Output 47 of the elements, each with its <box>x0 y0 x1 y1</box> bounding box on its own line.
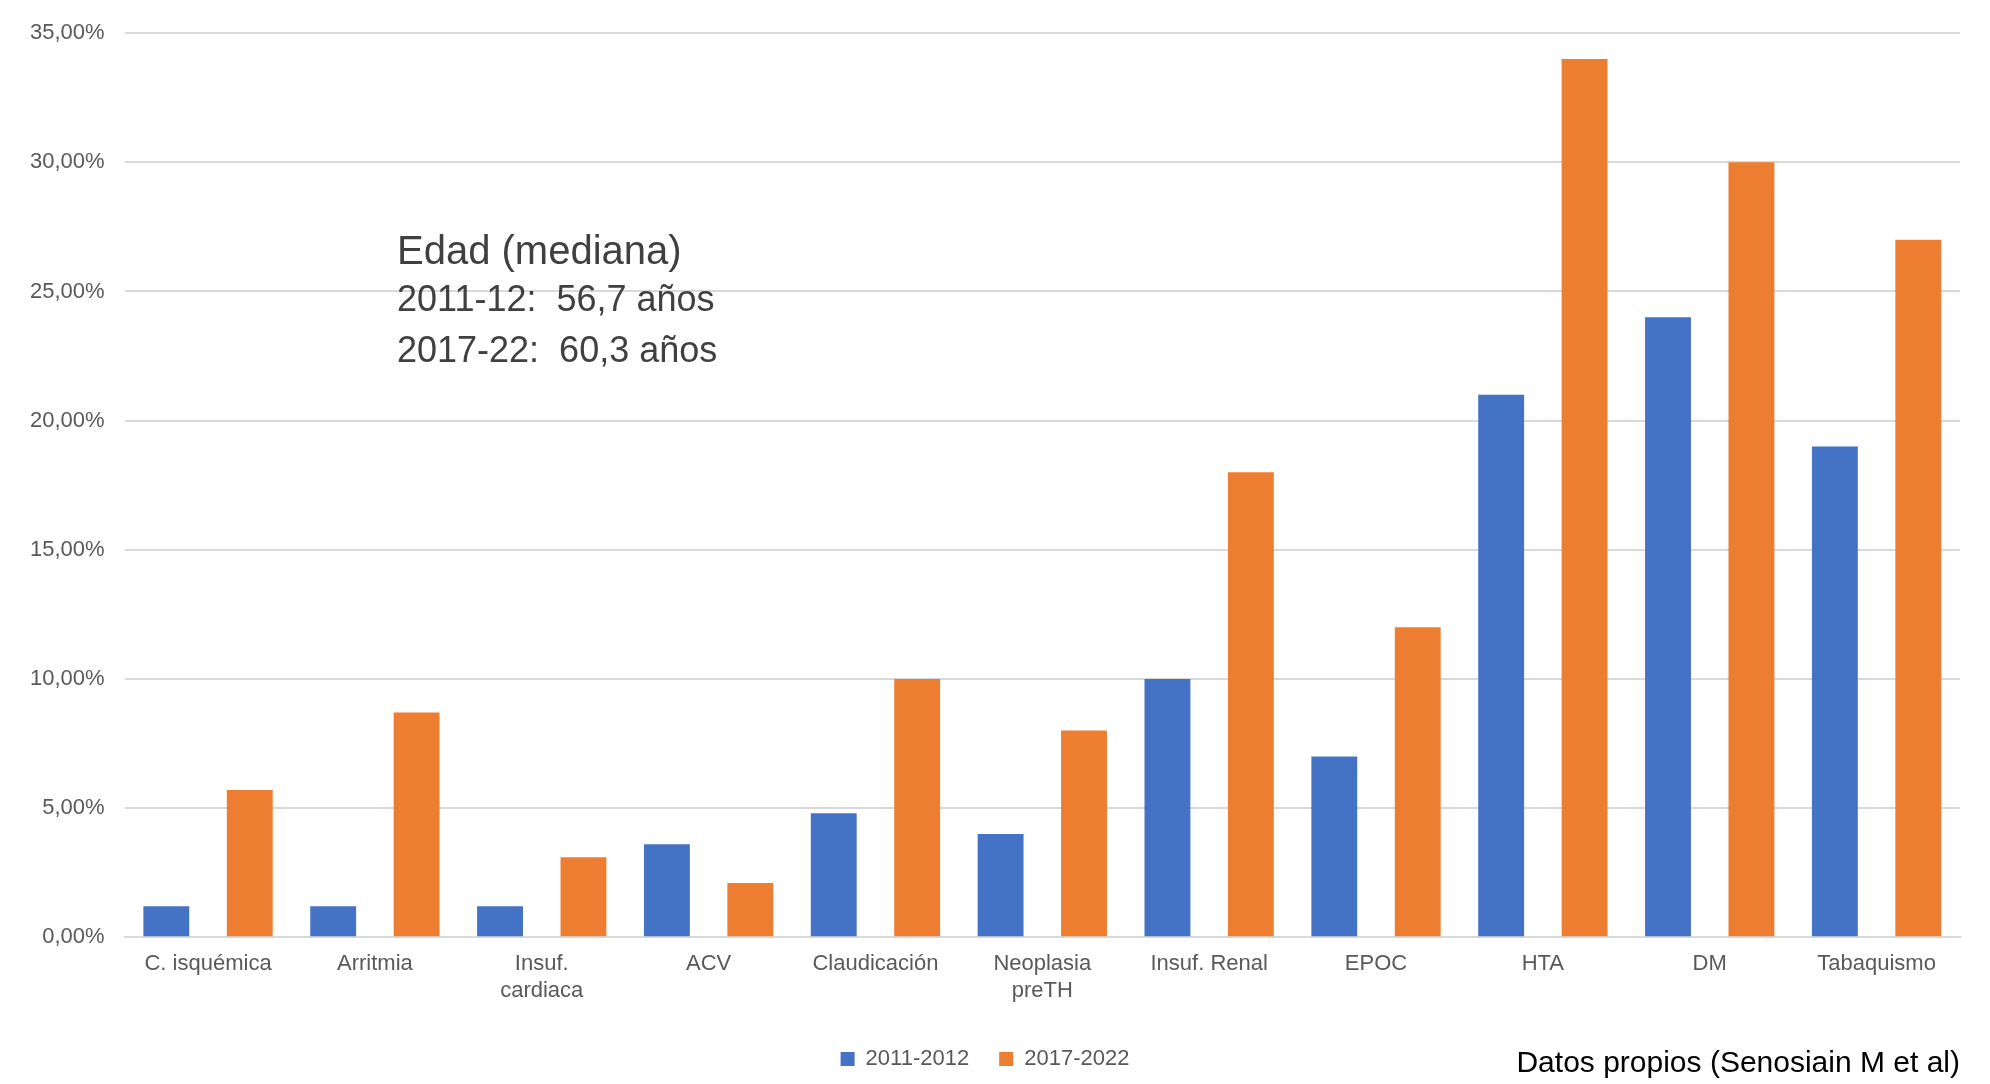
bar <box>477 906 523 937</box>
y-tick-label: 25,00% <box>29 277 105 303</box>
y-tick-label: 15,00% <box>29 535 105 561</box>
x-tick-label: Neoplasia preTH <box>993 950 1092 1002</box>
x-tick-label: C. isquémica <box>144 950 273 976</box>
bar <box>226 789 273 937</box>
bar <box>1394 627 1441 937</box>
bar <box>810 813 857 937</box>
x-tick-label: HTA <box>1521 950 1565 976</box>
bar <box>643 844 690 937</box>
annotation: 2011-12: 56,7 años <box>397 278 715 319</box>
x-tick-label: Arritmia <box>337 950 414 976</box>
y-tick-label: 5,00% <box>42 794 105 820</box>
bar <box>1561 59 1608 937</box>
bar <box>1144 678 1191 937</box>
y-tick-label: 0,00% <box>42 923 105 949</box>
text: Datos propios (Senosiain M et al) <box>1516 1045 1960 1078</box>
x-tick-label: Insuf. cardiaca <box>500 950 585 1002</box>
x-tick-label: Claudicación <box>812 950 939 976</box>
annotation: 2017-22: 60,3 años <box>397 329 718 370</box>
legend-label: 2011-2012 <box>865 1045 970 1071</box>
bar <box>393 712 440 937</box>
y-tick-label: 30,00% <box>29 148 105 174</box>
annotation: Edad (mediana) <box>397 228 682 272</box>
y-tick-label: 20,00% <box>29 406 105 432</box>
bar <box>1811 446 1858 937</box>
x-tick-label: Insuf. Renal <box>1150 950 1268 976</box>
bar <box>1895 239 1942 937</box>
y-tick-label: 10,00% <box>29 664 105 690</box>
x-tick-label: EPOC <box>1344 950 1408 976</box>
bar <box>1728 162 1775 937</box>
x-tick-label: Tabaquismo <box>1817 950 1936 976</box>
legend-label: 2017-2022 <box>1024 1045 1130 1071</box>
bar <box>1227 472 1274 937</box>
x-tick-label: DM <box>1692 950 1727 976</box>
bar <box>1478 394 1525 937</box>
bar <box>894 678 941 937</box>
bar <box>310 906 357 937</box>
x-tick-label: ACV <box>685 950 732 976</box>
bar <box>143 906 190 937</box>
y-tick-label: 35,00% <box>29 19 105 45</box>
bar <box>560 857 607 937</box>
bar <box>1311 756 1358 937</box>
bar <box>727 882 774 937</box>
bar <box>1645 317 1691 937</box>
bar <box>1061 730 1107 937</box>
bar <box>977 833 1024 937</box>
